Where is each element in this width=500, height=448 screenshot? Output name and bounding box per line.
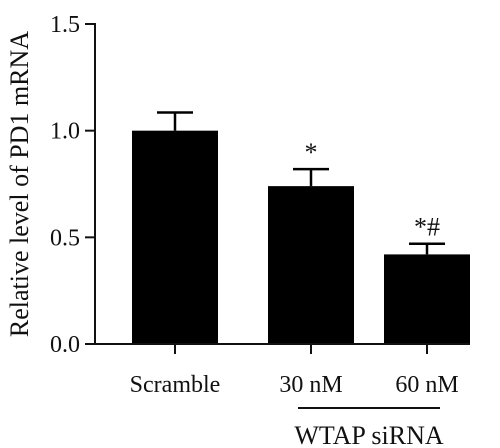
y-tick-label: 1.0 (50, 119, 80, 145)
significance-label: * (305, 138, 318, 167)
x-tick-label: 60 nM (395, 372, 458, 398)
x-tick-label: Scramble (130, 372, 221, 398)
y-tick-label: 1.5 (50, 12, 80, 38)
bar (384, 254, 470, 344)
group-label: WTAP siRNA (294, 421, 444, 448)
bars: * *# (132, 111, 470, 344)
bar (268, 186, 354, 344)
x-axis: Scramble 30 nM 60 nM (94, 343, 470, 398)
y-axis: 0.0 0.5 1.0 1.5 (50, 12, 96, 358)
y-tick-label: 0.0 (50, 332, 80, 358)
bar (132, 130, 218, 344)
x-tick-label: 30 nM (279, 372, 342, 398)
y-tick-label: 0.5 (50, 225, 80, 251)
y-axis-title: Relative level of PD1 mRNA (5, 31, 34, 337)
significance-label: *# (414, 213, 440, 242)
